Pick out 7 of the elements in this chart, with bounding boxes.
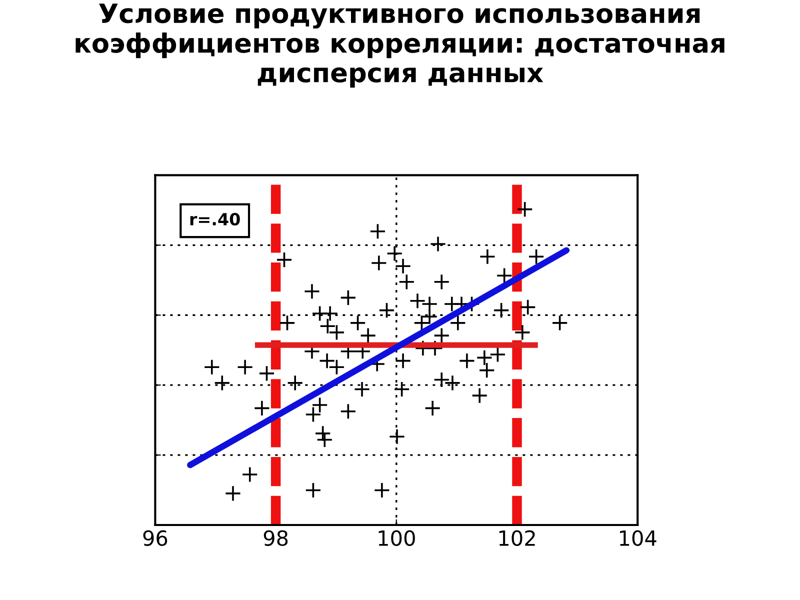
x-tick-label: 96 [143, 530, 168, 546]
x-tick-label: 104 [620, 530, 656, 546]
annotation: r=.40 [190, 212, 240, 226]
x-tick-label: 100 [378, 530, 415, 546]
chart-title: Условие продуктивного использования коэффициентов корреляции: достаточная дисперсия данных [76, 4, 724, 88]
x-tick-label: 102 [499, 530, 535, 546]
x-tick-label: 98 [264, 530, 288, 546]
